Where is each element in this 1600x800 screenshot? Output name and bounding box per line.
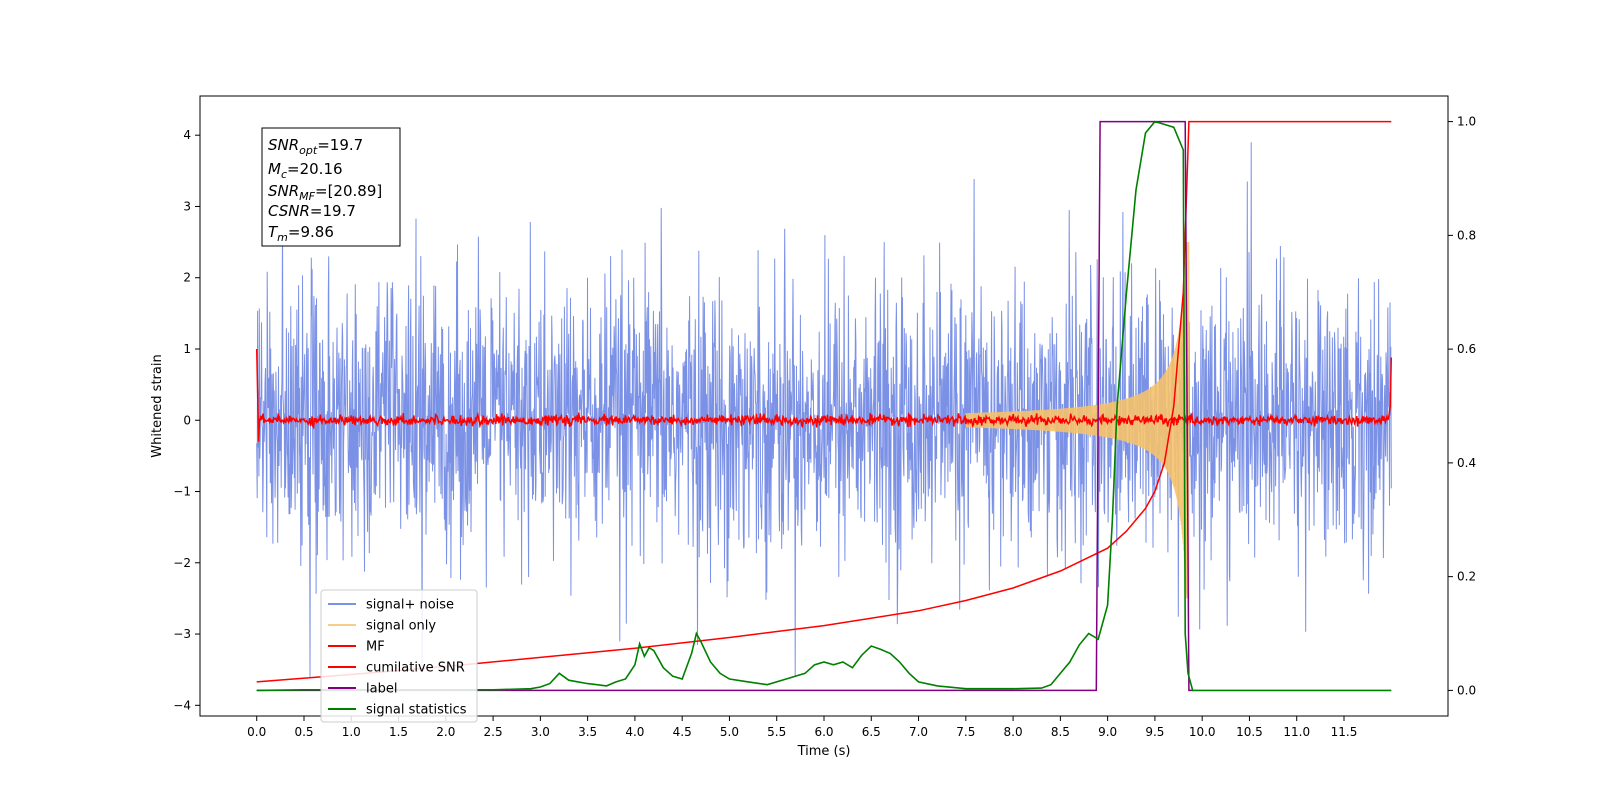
legend-label: signal statistics: [366, 703, 467, 718]
y-tick-label: −3: [173, 627, 191, 641]
x-tick-label: 1.5: [389, 725, 408, 739]
legend-label: signal only: [366, 619, 436, 634]
legend-label: MF: [366, 640, 385, 655]
x-tick-label: 9.5: [1145, 725, 1164, 739]
annotation-tm: Tm=9.86: [268, 223, 334, 244]
y2-tick-label: 0.6: [1457, 342, 1476, 356]
x-tick-label: 10.5: [1236, 725, 1263, 739]
x-tick-label: 4.5: [673, 725, 692, 739]
annotation-frame: [261, 127, 401, 247]
x-tick-label: 5.0: [720, 725, 739, 739]
x-tick-label: 2.5: [484, 725, 503, 739]
series-mf: [255, 348, 1393, 442]
y-tick-label: 2: [183, 271, 191, 285]
x-tick-label: 3.5: [578, 725, 597, 739]
x-tick-label: 1.0: [342, 725, 361, 739]
series-label: [256, 120, 1193, 692]
y-tick-label: 0: [183, 413, 191, 427]
y-axis-left: 4 3 2 1 0 −1 −2 −3 −4: [173, 128, 200, 712]
y-tick-label: −2: [173, 556, 191, 570]
x-tick-label: 8.0: [1004, 725, 1023, 739]
series-signal-statistics: [256, 120, 1392, 692]
x-tick-label: 0.5: [294, 725, 313, 739]
series-signal-noise: [256, 142, 1392, 677]
legend-label: label: [366, 682, 397, 697]
x-tick-label: 11.5: [1331, 725, 1358, 739]
y-tick-label: 3: [183, 199, 191, 213]
y-axis-label: Whitened strain: [150, 354, 165, 457]
y2-tick-label: 0.2: [1457, 570, 1476, 584]
x-axis: 0.0 0.5 1.0 1.5 2.0 2.5 3.0 3.5 4.0 4.5 5.0 5.5 6.0 6…: [247, 716, 1357, 739]
x-tick-label: 3.0: [531, 725, 550, 739]
x-tick-label: 6.5: [862, 725, 881, 739]
y-tick-label: 4: [183, 128, 191, 142]
annotation-snr-mf: SNRMF=[20.89]: [268, 182, 382, 203]
legend-label: cumilative SNR: [366, 661, 465, 676]
series-layer: [255, 120, 1393, 692]
x-tick-label: 4.0: [625, 725, 644, 739]
annotation-chirp-mass: Mc=20.16: [268, 160, 343, 181]
x-tick-label: 9.0: [1098, 725, 1117, 739]
y-tick-label: −4: [173, 698, 191, 712]
x-tick-label: 0.0: [247, 725, 266, 739]
x-tick-label: 8.5: [1051, 725, 1070, 739]
y2-tick-label: 0.8: [1457, 228, 1476, 242]
legend-label: signal+ noise: [366, 598, 454, 613]
x-tick-label: 11.0: [1283, 725, 1310, 739]
legend: signal+ noise signal only MF cumilative SNR…: [320, 589, 478, 723]
x-tick-label: 5.5: [767, 725, 786, 739]
y2-tick-label: 0.0: [1457, 683, 1476, 697]
x-tick-label: 7.5: [956, 725, 975, 739]
y-tick-label: −1: [173, 485, 191, 499]
legend-frame: [320, 589, 478, 723]
x-tick-label: 2.0: [436, 725, 455, 739]
x-tick-label: 10.0: [1189, 725, 1216, 739]
y-tick-label: 1: [183, 342, 191, 356]
annotation-csnr: CSNR=19.7: [268, 202, 356, 220]
annotation-box: SNRopt=19.7 Mc=20.16 SNRMF=[20.89] CSNR=…: [261, 127, 401, 247]
series-signal-only: [965, 242, 1190, 599]
x-axis-label: Time (s): [797, 744, 851, 759]
y2-tick-label: 1.0: [1457, 115, 1476, 129]
y-axis-right: 1.0 0.8 0.6 0.4 0.2 0.0: [1448, 115, 1476, 697]
x-tick-label: 6.0: [814, 725, 833, 739]
x-tick-label: 7.0: [909, 725, 928, 739]
annotation-snr-opt: SNRopt=19.7: [268, 136, 363, 157]
y2-tick-label: 0.4: [1457, 456, 1476, 470]
